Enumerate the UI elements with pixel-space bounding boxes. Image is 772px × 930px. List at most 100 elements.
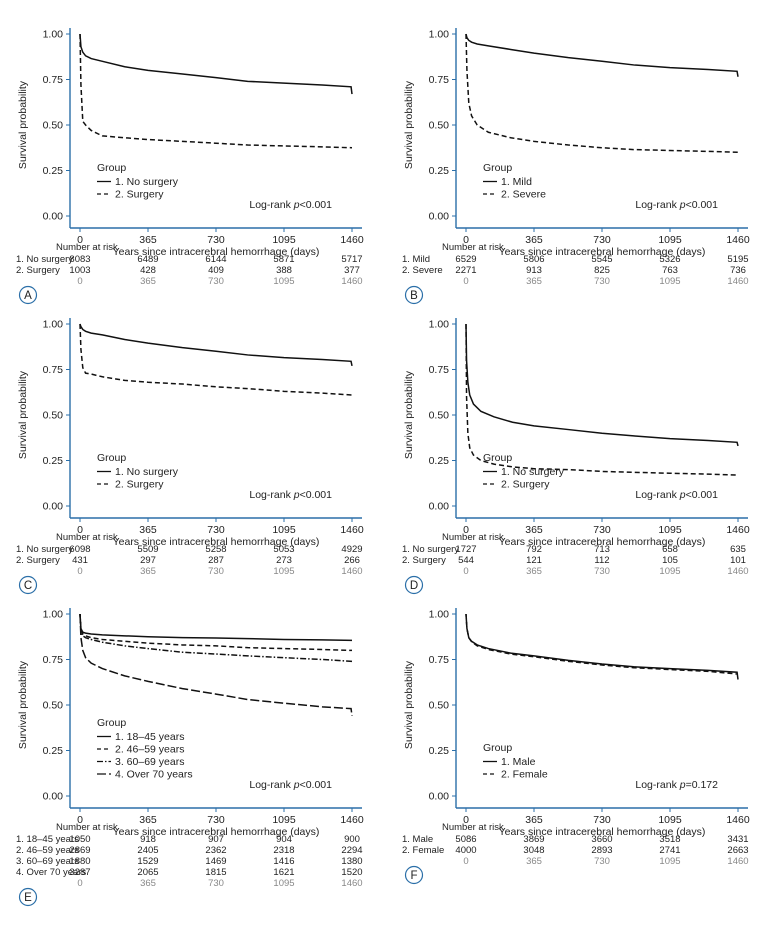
legend-item: 2. Surgery bbox=[501, 479, 550, 491]
series-line-2 bbox=[79, 323, 353, 396]
x-tick-label: 0 bbox=[77, 814, 83, 826]
x-tick-label: 0 bbox=[463, 234, 469, 246]
x-tick-label: 0 bbox=[77, 234, 83, 246]
risk-title: Number at risk bbox=[56, 822, 118, 833]
risk-value: 3518 bbox=[659, 834, 680, 845]
y-tick-label: 0.50 bbox=[43, 120, 64, 132]
risk-value: 4929 bbox=[341, 544, 362, 555]
y-tick-label: 0.75 bbox=[429, 364, 450, 376]
legend-item: 4. Over 70 years bbox=[115, 769, 193, 781]
series-line-1 bbox=[465, 323, 739, 447]
risk-value: 5053 bbox=[273, 544, 294, 555]
risk-value: 713 bbox=[594, 544, 610, 555]
series-line-1 bbox=[79, 33, 353, 95]
x-tick-label: 1095 bbox=[658, 814, 682, 826]
risk-time-label: 0 bbox=[77, 566, 82, 577]
risk-row-label: 1. Male bbox=[402, 834, 433, 845]
risk-time-label: 730 bbox=[208, 566, 224, 577]
x-axis-label: Years since intracerebral hemorrhage (da… bbox=[499, 246, 706, 258]
risk-value: 2271 bbox=[455, 265, 476, 276]
risk-time-label: 1095 bbox=[659, 566, 680, 577]
risk-value: 3287 bbox=[69, 867, 90, 878]
panel-c: 0.00 0.25 0.50 0.75 1.00 0 365 730 1095 1460 Years… bbox=[16, 318, 364, 595]
risk-value: 6098 bbox=[69, 544, 90, 555]
risk-value: 5806 bbox=[523, 254, 544, 265]
legend-title: Group bbox=[483, 162, 512, 174]
x-tick-label: 1095 bbox=[272, 814, 296, 826]
x-tick-label: 0 bbox=[77, 524, 83, 536]
risk-value: 431 bbox=[72, 555, 88, 566]
risk-value: 6144 bbox=[205, 254, 226, 265]
risk-value: 1815 bbox=[205, 867, 226, 878]
risk-value: 2362 bbox=[205, 845, 226, 856]
panel-letter-circle bbox=[18, 575, 38, 595]
legend-item: 1. Male bbox=[501, 756, 536, 768]
risk-table: Number at risk 1. Mild 6529 5806 5545 5326 519… bbox=[402, 242, 749, 287]
y-axis-label: Survival probability bbox=[403, 80, 415, 169]
risk-value: 1880 bbox=[69, 856, 90, 867]
risk-value: 2294 bbox=[341, 845, 362, 856]
panel-letter: C bbox=[24, 580, 32, 592]
risk-value: 287 bbox=[208, 555, 224, 566]
x-tick-label: 1460 bbox=[340, 234, 364, 246]
legend-item: 1. Mild bbox=[501, 176, 532, 188]
risk-value: 409 bbox=[208, 265, 224, 276]
risk-value: 736 bbox=[730, 265, 746, 276]
risk-time-label: 365 bbox=[140, 566, 156, 577]
legend-item: 2. Surgery bbox=[115, 479, 164, 491]
risk-value: 2065 bbox=[137, 867, 158, 878]
y-axis-label: Survival probability bbox=[403, 660, 415, 749]
y-tick-label: 1.00 bbox=[43, 29, 64, 41]
y-tick-label: 1.00 bbox=[429, 609, 450, 621]
x-tick-label: 730 bbox=[207, 814, 225, 826]
risk-row-label: 3. 60–69 years bbox=[16, 856, 79, 867]
risk-value: 913 bbox=[526, 265, 542, 276]
risk-row-label: 1. 18–45 years bbox=[16, 834, 79, 845]
risk-value: 5086 bbox=[455, 834, 476, 845]
risk-value: 2869 bbox=[69, 845, 90, 856]
risk-value: 1469 bbox=[205, 856, 226, 867]
y-tick-label: 0.50 bbox=[43, 410, 64, 422]
y-tick-label: 0.00 bbox=[43, 791, 64, 803]
y-tick-label: 0.75 bbox=[43, 364, 64, 376]
series-line-1 bbox=[79, 613, 353, 642]
y-tick-label: 0.00 bbox=[43, 501, 64, 513]
risk-value: 1003 bbox=[69, 265, 90, 276]
risk-table: Number at risk 1. Male 5086 3869 3660 3518 343… bbox=[402, 822, 749, 867]
risk-value: 1050 bbox=[69, 834, 90, 845]
panel-e: 0.00 0.25 0.50 0.75 1.00 0 365 730 1095 1460 Years… bbox=[16, 608, 364, 907]
risk-value: 900 bbox=[344, 834, 360, 845]
legend-item: 1. No surgery bbox=[115, 466, 179, 478]
series-line-1 bbox=[79, 323, 353, 367]
x-tick-label: 730 bbox=[207, 524, 225, 536]
x-tick-label: 365 bbox=[525, 234, 543, 246]
x-tick-label: 1095 bbox=[658, 524, 682, 536]
x-tick-label: 730 bbox=[593, 814, 611, 826]
risk-value: 918 bbox=[140, 834, 156, 845]
panel-f: 0.00 0.25 0.50 0.75 1.00 0 365 730 1095 1460 Years… bbox=[402, 608, 750, 885]
y-tick-label: 0.50 bbox=[43, 700, 64, 712]
risk-value: 8083 bbox=[69, 254, 90, 265]
risk-row-label: 1. Mild bbox=[402, 254, 430, 265]
risk-value: 2741 bbox=[659, 845, 680, 856]
risk-value: 5509 bbox=[137, 544, 158, 555]
risk-row-label: 1. No surgery bbox=[402, 544, 459, 555]
panel-letter-circle bbox=[18, 285, 38, 305]
risk-time-label: 365 bbox=[526, 566, 542, 577]
risk-value: 763 bbox=[662, 265, 678, 276]
series-line-3 bbox=[79, 613, 353, 663]
risk-value: 3660 bbox=[591, 834, 612, 845]
risk-value: 907 bbox=[208, 834, 224, 845]
risk-value: 544 bbox=[458, 555, 474, 566]
risk-row-label: 4. Over 70 years bbox=[16, 867, 86, 878]
panel-letter-circle bbox=[404, 285, 424, 305]
risk-time-label: 730 bbox=[594, 276, 610, 287]
legend-item: 2. Female bbox=[501, 769, 548, 781]
risk-time-label: 730 bbox=[594, 566, 610, 577]
risk-title: Number at risk bbox=[56, 532, 118, 543]
risk-value: 1380 bbox=[341, 856, 362, 867]
risk-title: Number at risk bbox=[442, 822, 504, 833]
risk-time-label: 1095 bbox=[273, 878, 294, 889]
